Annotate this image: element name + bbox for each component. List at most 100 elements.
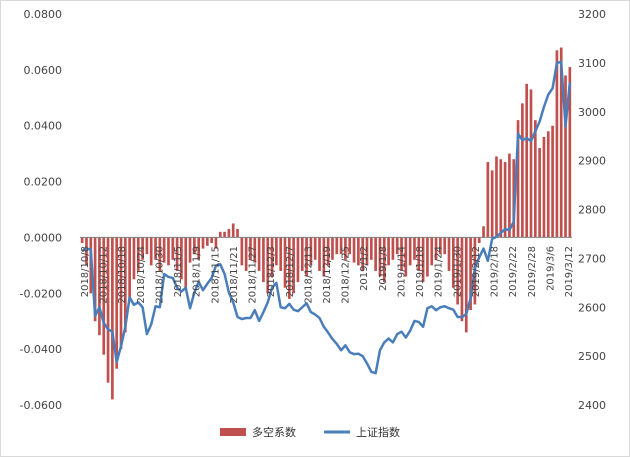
left-axis-ticks: 0.0800 0.0600 0.0400 0.0200 0.0000 -0.0200 -0.… (20, 8, 62, 412)
bar (439, 237, 442, 255)
x-axis-tick-label: 2019/1/8 (378, 246, 389, 291)
bar (214, 237, 218, 249)
bar (313, 237, 317, 260)
bar (184, 237, 188, 288)
right-axis-tick-label: 3000 (578, 106, 606, 119)
x-axis-tick-label: 2018/11/21 (229, 246, 240, 304)
bar (344, 237, 347, 260)
bar (292, 237, 295, 294)
bar (154, 237, 157, 260)
bar (197, 237, 201, 260)
x-axis-tick-label: 2018/12/3 (266, 246, 277, 297)
right-axis-tick-label: 2900 (578, 155, 606, 168)
legend: 多空系数 上证指数 (220, 425, 400, 439)
bar (262, 237, 265, 283)
bar (115, 237, 119, 369)
x-axis-tick-label: 2018/11/5 (173, 246, 184, 297)
bar (404, 237, 408, 277)
x-axis-tick-label: 2018/10/24 (136, 246, 147, 304)
bar (426, 237, 429, 277)
bar (400, 237, 403, 271)
x-axis-tick-label: 2018/12/7 (285, 246, 296, 297)
bar (348, 237, 352, 255)
bar (395, 237, 399, 255)
x-axis-tick-label: 2018/12/25 (341, 246, 352, 304)
bar (503, 162, 507, 238)
bar (391, 237, 395, 260)
bar (508, 153, 511, 238)
bar (451, 237, 455, 288)
bar (322, 237, 326, 277)
bar (378, 237, 382, 277)
bar (516, 120, 520, 238)
bar (167, 237, 170, 266)
x-axis-tick-label: 2019/2/22 (508, 246, 519, 297)
right-axis-tick-label: 2400 (578, 399, 606, 412)
x-axis-tick-label: 2018/12/19 (322, 246, 333, 304)
bar (270, 237, 274, 277)
bar (93, 237, 97, 322)
bar (287, 237, 291, 299)
bar (339, 237, 343, 255)
right-axis-tick-label: 3200 (578, 8, 606, 21)
bar (188, 237, 192, 263)
x-axis-tick-label: 2019/2/28 (527, 246, 538, 297)
bar (253, 237, 257, 263)
bar (119, 237, 123, 350)
x-axis-tick-label: 2019/1/30 (452, 246, 463, 297)
bar (464, 237, 468, 333)
x-axis-tick-labels: 2018/10/8 2018/10/12 2018/10/18 2018/10/24 2… (80, 246, 575, 304)
bar (275, 237, 278, 266)
bar (482, 226, 485, 238)
x-axis-tick-label: 2018/10/30 (154, 246, 165, 304)
legend-bar-swatch (220, 428, 246, 436)
legend-line-label: 上证指数 (356, 425, 400, 439)
x-axis-tick-label: 2019/3/6 (545, 246, 556, 291)
bar (456, 237, 459, 305)
left-axis-tick-label: 0.0600 (24, 64, 63, 77)
right-axis-tick-label: 2700 (578, 252, 606, 265)
right-axis-tick-label: 3100 (578, 57, 606, 70)
bar (542, 136, 546, 238)
x-axis-tick-label: 2018/12/13 (303, 246, 314, 304)
bar (374, 237, 377, 271)
bar (236, 229, 239, 238)
x-axis-tick-label: 2019/1/2 (359, 246, 370, 291)
bar (158, 237, 162, 271)
bar (564, 75, 567, 238)
bar-series (80, 47, 572, 400)
bar (305, 237, 308, 277)
x-axis-tick-label: 2019/1/14 (396, 246, 407, 297)
x-axis-tick-label: 2018/10/8 (80, 246, 91, 297)
bar (205, 237, 209, 246)
bar (408, 237, 412, 266)
bar (244, 237, 248, 271)
bar (98, 237, 101, 336)
left-axis-tick-label: 0.0200 (24, 176, 63, 189)
right-axis-tick-label: 2600 (578, 301, 606, 314)
x-axis-tick-label: 2019/2/12 (471, 246, 482, 297)
bar (175, 237, 179, 271)
left-axis-tick-label: -0.0400 (20, 343, 62, 356)
bar (266, 237, 270, 294)
bar (296, 237, 300, 283)
line-series (81, 60, 572, 375)
bar (417, 237, 421, 271)
x-axis-tick-label: 2018/11/15 (210, 246, 221, 304)
bar (227, 229, 231, 238)
bar (171, 237, 175, 260)
bar (421, 237, 425, 283)
x-axis-tick-label: 2018/11/27 (248, 246, 259, 304)
bar (469, 237, 472, 311)
bar (111, 237, 114, 400)
x-axis-tick-label: 2019/2/18 (490, 246, 501, 297)
bar (495, 156, 498, 238)
bar (132, 237, 136, 280)
bar (335, 237, 339, 255)
bar (460, 237, 464, 322)
right-axis-ticks: 3200 3100 3000 2900 2800 2700 2600 2500 2400 (578, 8, 606, 412)
bar (136, 237, 140, 271)
bar (447, 237, 451, 271)
